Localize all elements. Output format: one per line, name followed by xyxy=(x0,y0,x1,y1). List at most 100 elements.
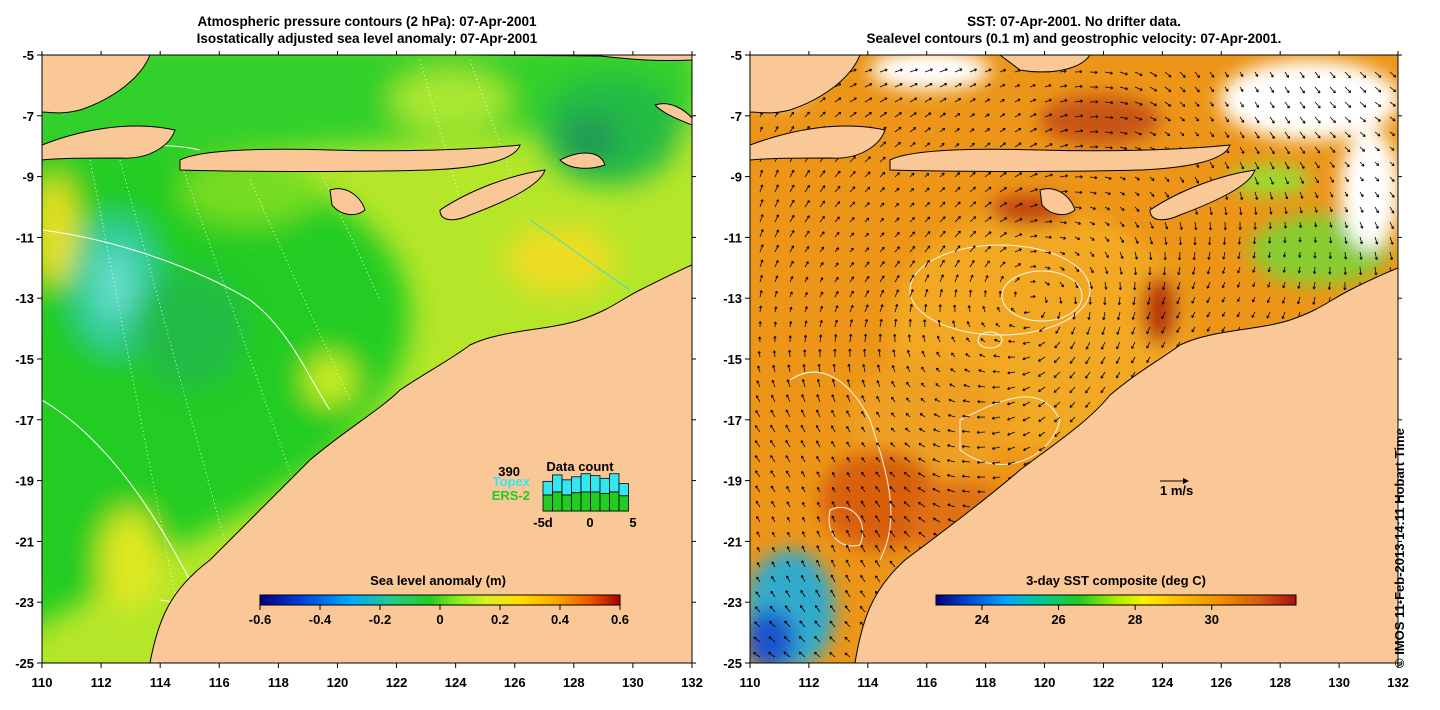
topex-bar xyxy=(609,473,620,493)
topex-bar xyxy=(618,483,629,497)
right-lat-tick-7: -19 xyxy=(723,474,742,489)
sea-level-anomaly-map xyxy=(42,55,692,663)
ers2-bar xyxy=(561,494,572,512)
data-count-title: Data count xyxy=(546,459,614,474)
data-count-xtick-2: 5 xyxy=(629,515,636,530)
topex-bar xyxy=(580,473,591,493)
sla-colorbar-tick-0: -0.6 xyxy=(249,612,271,627)
right-lon-tick-8: 126 xyxy=(1210,675,1232,690)
topex-bar xyxy=(552,474,563,493)
sla-colorbar-tick-5: 0.4 xyxy=(551,612,570,627)
right-lon-tick-9: 128 xyxy=(1269,675,1291,690)
right-lat-tick-0: -5 xyxy=(730,48,742,63)
left-lat-tick-8: -21 xyxy=(15,534,34,549)
indonesia-islands-right xyxy=(750,55,1256,221)
ers2-bar xyxy=(571,492,582,512)
left-lon-tick-9: 128 xyxy=(563,675,585,690)
right-lon-tick-10: 130 xyxy=(1328,675,1350,690)
right-lat-tick-2: -9 xyxy=(730,170,742,185)
right-lon-tick-6: 122 xyxy=(1093,675,1115,690)
topex-bar xyxy=(590,475,601,493)
right-lon-tick-11: 132 xyxy=(1387,675,1409,690)
legend-topex: Topex xyxy=(493,474,531,489)
left-lat-tick-3: -11 xyxy=(16,230,34,245)
sst-colorbar-label: 3-day SST composite (deg C) xyxy=(1026,573,1206,588)
right-lon-tick-0: 110 xyxy=(740,675,761,690)
left-lat-tick-6: -17 xyxy=(15,413,34,428)
left-title-line1: Atmospheric pressure contours (2 hPa): 0… xyxy=(197,14,537,29)
sla-colorbar-label: Sea level anomaly (m) xyxy=(370,573,506,588)
right-lat-tick-3: -11 xyxy=(724,230,742,245)
sst-colorbar-tick-1: 26 xyxy=(1051,612,1065,627)
topex-bar xyxy=(571,476,582,494)
right-lon-tick-1: 112 xyxy=(798,675,819,690)
left-lat-tick-2: -9 xyxy=(22,170,34,185)
sla-colorbar-tick-4: 0.2 xyxy=(491,612,509,627)
right-lon-tick-5: 120 xyxy=(1034,675,1056,690)
right-lat-tick-8: -21 xyxy=(723,534,742,549)
data-count-max-label: 390 xyxy=(498,464,520,479)
right-title-line2: Sealevel contours (0.1 m) and geostrophi… xyxy=(866,31,1282,46)
sst-colorbar-tick-3: 30 xyxy=(1205,612,1219,627)
left-lat-tick-0: -5 xyxy=(22,48,34,63)
left-lon-tick-5: 120 xyxy=(327,675,349,690)
velocity-scale-label: 1 m/s xyxy=(1160,483,1193,498)
left-lat-tick-5: -15 xyxy=(15,352,34,367)
sla-colorbar: Sea level anomaly (m) -0.6 -0.4 -0.2 0 0.2 0.… xyxy=(249,573,629,627)
data-count-xtick-0: -5d xyxy=(533,515,553,530)
left-lat-tick-1: -7 xyxy=(22,109,34,124)
left-lon-tick-6: 122 xyxy=(386,675,408,690)
right-lon-tick-4: 118 xyxy=(975,675,996,690)
topex-bar xyxy=(561,479,572,496)
topex-bar xyxy=(542,480,553,496)
left-lat-tick-4: -13 xyxy=(15,291,34,306)
ers2-bar xyxy=(599,493,610,512)
left-lon-tick-4: 118 xyxy=(268,675,289,690)
right-lon-tick-7: 124 xyxy=(1152,675,1174,690)
left-title-line2: Isostatically adjusted sea level anomaly… xyxy=(196,31,538,46)
topex-bar xyxy=(599,477,610,494)
sla-colorbar-tick-2: -0.2 xyxy=(369,612,391,627)
left-map-ticks: 110 112 114 116 118 120 122 124 126 128 130 132 -5 -7… xyxy=(15,48,703,690)
sst-map xyxy=(750,55,1398,663)
ers2-bar xyxy=(609,491,620,512)
right-lat-tick-9: -23 xyxy=(723,595,742,610)
data-count-xtick-1: 0 xyxy=(586,515,593,530)
right-lat-tick-10: -25 xyxy=(723,656,742,671)
sla-colorbar-tick-6: 0.6 xyxy=(611,612,629,627)
left-lat-tick-10: -25 xyxy=(15,656,34,671)
right-lat-tick-5: -15 xyxy=(723,352,742,367)
data-count-inset: Data count 390 Topex ERS-2 -5d 0 5 xyxy=(492,459,637,530)
ers2-bar xyxy=(580,491,591,512)
sla-colorbar-tick-3: 0 xyxy=(436,612,443,627)
indonesia-islands xyxy=(42,55,692,221)
left-lon-tick-2: 114 xyxy=(150,675,172,690)
right-map-ticks: 110 112 114 116 118 120 122 124 126 128 130 132 -5 -7… xyxy=(723,48,1409,690)
left-lon-tick-1: 112 xyxy=(91,675,112,690)
left-map-title: Atmospheric pressure contours (2 hPa): 0… xyxy=(42,13,692,47)
ers2-bar xyxy=(552,491,563,512)
left-lon-tick-0: 110 xyxy=(32,675,53,690)
ers2-bar xyxy=(618,495,629,512)
legend-ers2: ERS-2 xyxy=(492,488,530,503)
right-map-title: SST: 07-Apr-2001. No drifter data. Seale… xyxy=(750,13,1398,47)
sla-colorbar-tick-1: -0.4 xyxy=(309,612,332,627)
sst-colorbar-tick-0: 24 xyxy=(975,612,990,627)
australia-land xyxy=(149,264,692,663)
right-lon-tick-3: 116 xyxy=(916,675,937,690)
left-lon-tick-10: 130 xyxy=(622,675,644,690)
right-lat-tick-4: -13 xyxy=(723,291,742,306)
sla-field-blobs xyxy=(42,55,692,624)
imos-credit: © IMOS 11-Feb-2013 14:11 Hobart Time xyxy=(1392,428,1407,668)
right-lat-tick-1: -7 xyxy=(730,109,742,124)
australia-land-right xyxy=(854,267,1398,663)
left-lon-tick-3: 116 xyxy=(209,675,230,690)
ers2-bar xyxy=(542,494,553,512)
left-lat-tick-9: -23 xyxy=(15,595,34,610)
sea-level-contours xyxy=(789,244,1091,561)
right-title-line1: SST: 07-Apr-2001. No drifter data. xyxy=(967,14,1181,29)
ers2-bar xyxy=(590,491,601,512)
left-lat-tick-7: -19 xyxy=(15,474,34,489)
left-lon-tick-7: 124 xyxy=(445,675,467,690)
